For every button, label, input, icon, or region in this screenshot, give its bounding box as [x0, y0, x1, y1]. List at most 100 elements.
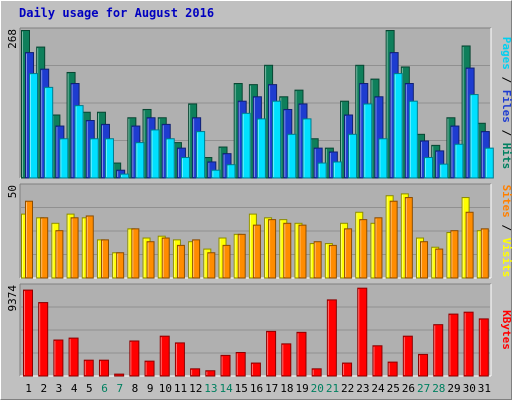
- bar: [317, 162, 327, 179]
- bar-sites-day-30: [465, 211, 474, 279]
- y-max-label: 9374: [6, 285, 19, 312]
- bar-pages-day-12: [196, 131, 206, 179]
- bar-sites-day-22: [344, 228, 353, 279]
- bar-kbytes-day-3: [53, 339, 64, 377]
- bar: [116, 252, 125, 279]
- bar: [220, 354, 231, 377]
- bar-kbytes-day-21: [326, 299, 337, 377]
- bar-sites-day-9: [146, 241, 155, 279]
- bar-sites-day-21: [328, 244, 337, 279]
- bar: [74, 105, 84, 179]
- bar: [357, 287, 368, 377]
- x-tick-label-day-24: 24: [371, 382, 385, 395]
- legend-entry: Sites: [500, 185, 512, 218]
- bar: [129, 340, 140, 377]
- bar: [433, 324, 444, 377]
- bar: [378, 138, 388, 179]
- bar: [408, 100, 418, 179]
- bar: [424, 157, 434, 179]
- bar-sites-day-6: [100, 239, 109, 279]
- bar: [55, 230, 64, 279]
- bar-kbytes-day-9: [144, 360, 155, 377]
- bar-pages-day-22: [348, 133, 358, 179]
- bar-kbytes-day-29: [448, 313, 459, 377]
- bar: [226, 164, 236, 179]
- bar-kbytes-day-1: [23, 289, 33, 377]
- bar-kbytes-day-24: [372, 345, 383, 377]
- x-tick-label-day-27: 27: [417, 382, 430, 395]
- bar: [363, 103, 373, 179]
- x-tick-label-day-6: 6: [101, 382, 108, 395]
- bar: [252, 224, 261, 279]
- x-tick-label-day-18: 18: [280, 382, 293, 395]
- bar: [478, 318, 489, 377]
- bar-pages-day-7: [120, 173, 130, 179]
- bar: [463, 311, 474, 377]
- bar-kbytes-day-22: [342, 362, 353, 377]
- bar-sites-day-17: [268, 219, 277, 279]
- x-tick-label-day-11: 11: [174, 382, 187, 395]
- bar: [332, 161, 342, 179]
- bar: [404, 197, 413, 279]
- bar: [207, 252, 216, 279]
- bar: [85, 215, 94, 279]
- bar: [266, 330, 277, 377]
- x-tick-label-day-28: 28: [432, 382, 445, 395]
- x-tick-label-day-23: 23: [356, 382, 369, 395]
- bar-kbytes-day-5: [83, 359, 94, 377]
- x-tick-label-day-20: 20: [311, 382, 324, 395]
- bar: [454, 143, 464, 179]
- panel-top: 268 Pages / Files / Hits: [6, 27, 512, 179]
- bar-kbytes-day-25: [387, 361, 398, 377]
- series-kbytes: [23, 287, 489, 377]
- bar: [435, 248, 444, 279]
- bar-kbytes-day-28: [433, 324, 444, 377]
- bar-kbytes-day-18: [281, 343, 292, 377]
- chart-title: Daily usage for August 2016: [19, 6, 214, 20]
- bar: [241, 112, 251, 179]
- bar: [235, 351, 246, 377]
- bar-sites-day-29: [450, 230, 459, 279]
- bar: [342, 362, 353, 377]
- bar-pages-day-23: [363, 103, 373, 179]
- bar: [281, 343, 292, 377]
- bar: [29, 73, 38, 179]
- bar-kbytes-day-13: [205, 370, 216, 377]
- bar-kbytes-day-23: [357, 287, 368, 377]
- x-tick-label-day-26: 26: [402, 382, 415, 395]
- bar-sites-day-26: [404, 197, 413, 279]
- bar-pages-day-5: [89, 138, 99, 179]
- bar: [283, 222, 292, 279]
- bar: [40, 217, 49, 279]
- bar: [165, 138, 175, 179]
- bar-kbytes-day-12: [190, 368, 201, 377]
- bar-pages-day-21: [332, 161, 342, 179]
- bar-pages-day-3: [59, 138, 69, 179]
- x-tick-label-day-9: 9: [147, 382, 154, 395]
- x-tick-label-day-22: 22: [341, 382, 354, 395]
- bar-kbytes-day-20: [311, 368, 322, 377]
- bar: [268, 219, 277, 279]
- bar-sites-day-4: [70, 217, 79, 279]
- bar-pages-day-20: [317, 162, 327, 179]
- bar-sites-day-18: [283, 222, 292, 279]
- legend-entry: KBytes: [500, 310, 512, 350]
- bar: [98, 359, 109, 377]
- bar-sites-day-3: [55, 230, 64, 279]
- bar: [196, 131, 206, 179]
- x-tick-label-day-15: 15: [235, 382, 248, 395]
- bar-pages-day-13: [211, 169, 221, 179]
- series-pages: [29, 73, 494, 179]
- bar: [70, 217, 79, 279]
- bar-pages-day-14: [226, 164, 236, 179]
- legend-entry: Visits: [500, 238, 512, 278]
- bar: [389, 200, 398, 279]
- bar-pages-day-1: [29, 73, 38, 179]
- legend-entry: Files: [500, 90, 512, 123]
- bar-pages-day-2: [44, 86, 54, 179]
- bar: [83, 359, 94, 377]
- bar: [465, 211, 474, 279]
- x-tick-label-day-14: 14: [219, 382, 233, 395]
- bar-pages-day-29: [454, 143, 464, 179]
- bar: [480, 228, 489, 279]
